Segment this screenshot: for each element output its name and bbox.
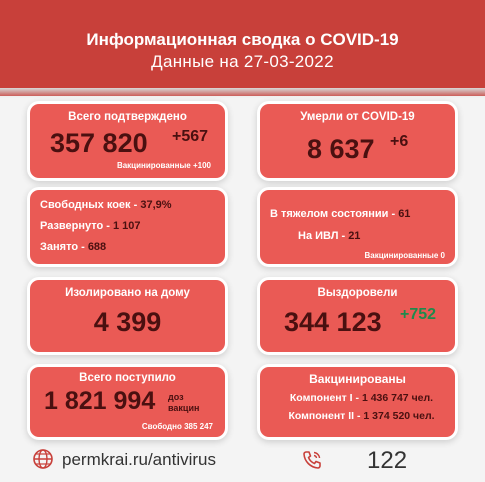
component2-label: Компонент II -	[288, 410, 364, 422]
recovered-label: Выздоровели	[317, 287, 398, 299]
header-banner: Информационная сводка о COVID-19 Данные …	[0, 0, 485, 96]
doses-card: Всего поступило 1 821 994 доз вакцин Сво…	[30, 367, 225, 437]
doses-free-note: Свободно 385 247	[141, 422, 213, 431]
vaccinated-card: Вакцинированы Компонент I - 1 436 747 че…	[260, 367, 455, 437]
component1-line: Компонент I - 1 436 747 чел.	[268, 392, 455, 404]
beds-free-value: 37,9%	[140, 199, 172, 211]
beds-occupied-line: Занято - 688	[40, 241, 225, 253]
globe-icon	[33, 449, 53, 469]
deaths-delta: +6	[390, 133, 409, 150]
ventilator-value: 21	[348, 230, 361, 242]
beds-deployed-line: Развернуто - 1 107	[40, 220, 225, 232]
severe-vaccinated-note: Вакцинированные 0	[364, 251, 445, 260]
deaths-card: Умерли от COVID-19 8 637 +6	[260, 104, 455, 178]
severe-card: В тяжелом состоянии - 61 На ИВЛ - 21 Вак…	[260, 190, 455, 264]
recovered-delta: +752	[400, 306, 437, 323]
beds-free-line: Свободных коек - 37,9%	[40, 199, 225, 211]
isolated-value: 4 399	[93, 307, 162, 337]
deaths-value: 8 637	[307, 134, 375, 164]
beds-occupied-value: 688	[87, 241, 107, 253]
severe-line: В тяжелом состоянии - 61	[270, 208, 455, 220]
hotline-number[interactable]: 122	[367, 447, 408, 474]
deaths-label: Умерли от COVID-19	[300, 111, 415, 123]
confirmed-card: Всего подтверждено 357 820 +567 Вакцинир…	[30, 104, 225, 178]
severe-value: 61	[398, 208, 411, 220]
component2-value: 1 374 520 чел.	[363, 410, 435, 422]
confirmed-value: 357 820	[50, 128, 148, 158]
confirmed-delta: +567	[172, 128, 209, 145]
recovered-value: 344 123	[284, 307, 382, 337]
beds-occupied-label: Занято -	[40, 241, 88, 253]
page-subtitle: Данные на 27-03-2022	[151, 52, 334, 71]
beds-deployed-value: 1 107	[113, 220, 141, 232]
ventilator-label: На ИВЛ -	[298, 230, 349, 242]
doses-label: Всего поступило	[79, 372, 176, 384]
confirmed-vaccinated-note: Вакцинированные +100	[116, 161, 211, 170]
recovered-card: Выздоровели 344 123 +752	[260, 280, 455, 352]
component2-line: Компонент II - 1 374 520 чел.	[268, 410, 455, 422]
component1-label: Компонент I -	[289, 392, 362, 404]
doses-value: 1 821 994	[44, 387, 156, 415]
confirmed-label: Всего подтверждено	[68, 111, 187, 123]
beds-deployed-label: Развернуто -	[40, 220, 113, 232]
beds-card: Свободных коек - 37,9% Развернуто - 1 10…	[30, 190, 225, 264]
ventilator-line: На ИВЛ - 21	[298, 230, 455, 242]
isolated-card: Изолировано на дому 4 399	[30, 280, 225, 352]
severe-label: В тяжелом состоянии -	[270, 208, 399, 220]
component1-value: 1 436 747 чел.	[361, 392, 434, 404]
doses-unit-line2: вакцин	[168, 403, 200, 413]
doses-unit-line1: доз	[168, 392, 184, 402]
vaccinated-label: Вакцинированы	[309, 372, 406, 386]
beds-free-label: Свободных коек -	[40, 199, 141, 211]
website-link[interactable]: permkrai.ru/antivirus	[62, 450, 216, 469]
isolated-label: Изолировано на дому	[65, 287, 190, 299]
phone-icon	[303, 451, 321, 469]
page-title: Информационная сводка о COVID-19	[86, 30, 399, 49]
header-shadow	[0, 88, 485, 98]
